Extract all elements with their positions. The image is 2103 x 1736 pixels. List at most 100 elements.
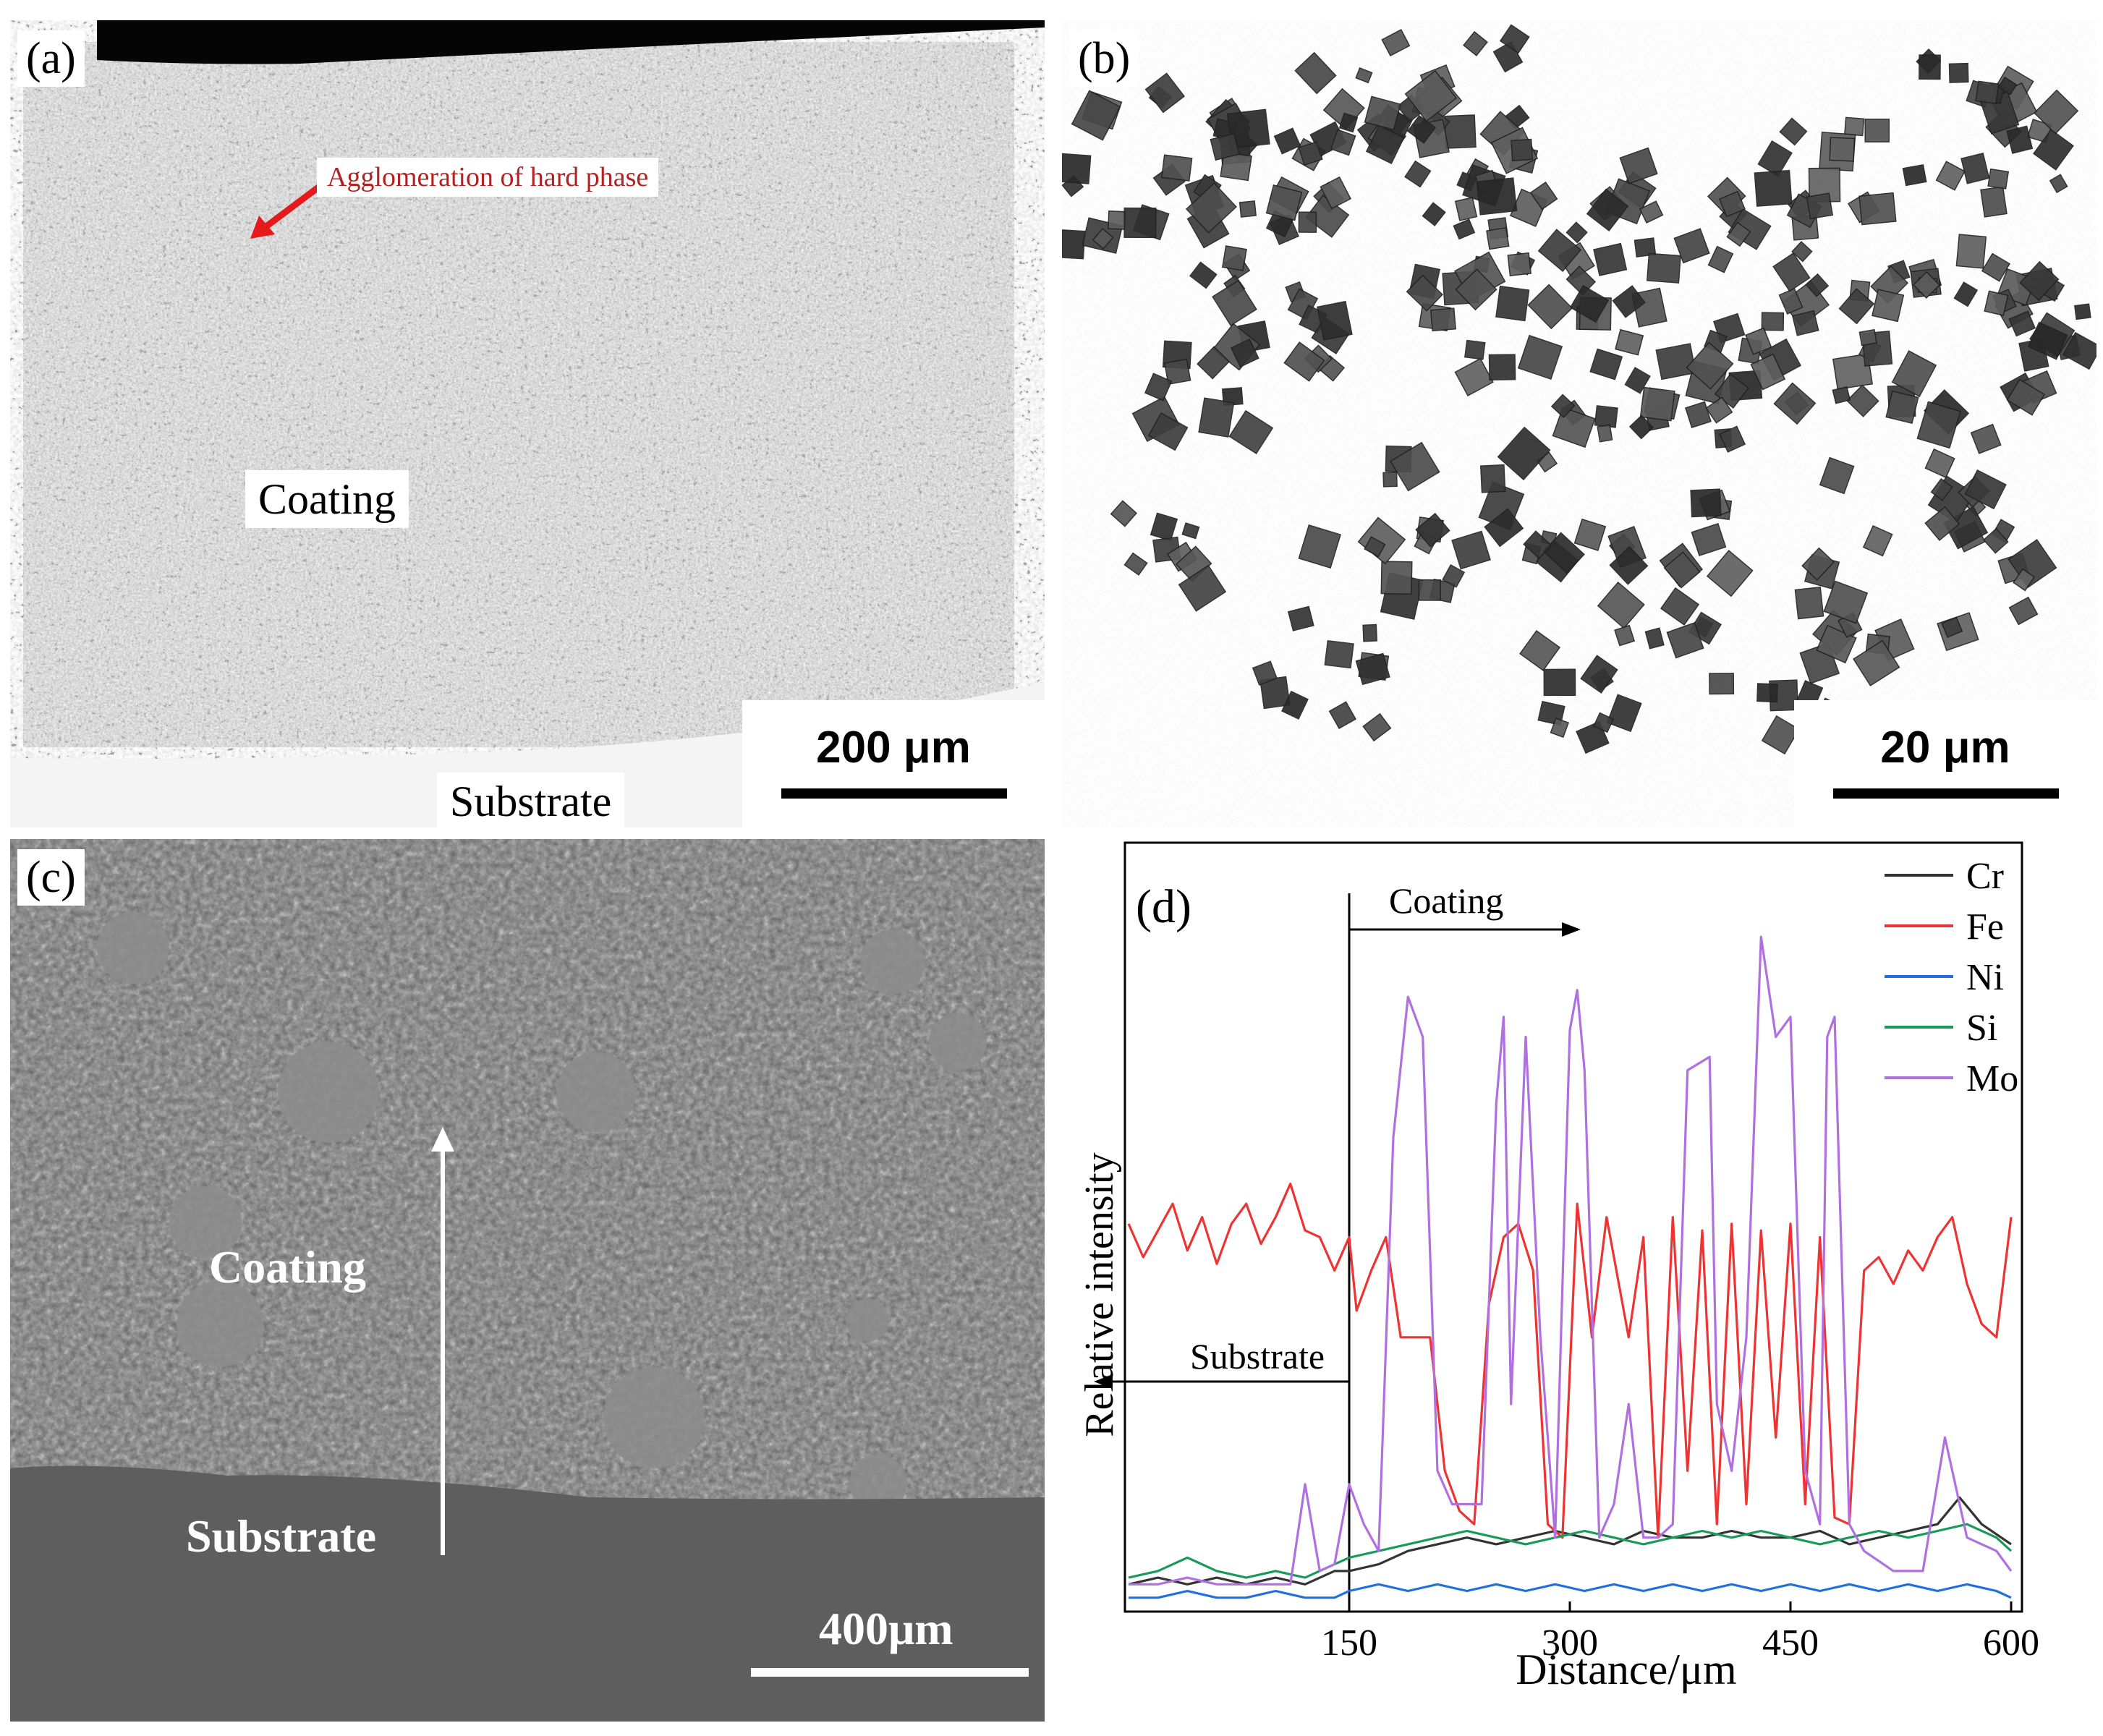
carbide-crystal	[1902, 163, 1927, 187]
carbide-crystal	[1418, 579, 1441, 601]
carbide-crystal	[1819, 456, 1855, 495]
hard-phase-agglomerate	[126, 599, 169, 642]
carbide-crystal	[1705, 396, 1733, 424]
carbide-crystal	[1565, 221, 1588, 244]
carbide-crystal	[1719, 425, 1746, 453]
hard-phase-agglomerate-c	[97, 911, 169, 984]
carbide-crystal	[1791, 241, 1813, 263]
substrate-label-c: Substrate	[186, 1510, 377, 1562]
carbide-crystal	[2033, 129, 2074, 171]
carbide-crystal	[1663, 551, 1701, 589]
carbide-crystal	[1707, 245, 1734, 273]
growth-direction-arrowhead	[431, 1127, 454, 1152]
carbide-crystal	[1221, 245, 1247, 271]
axes: 150 300 450 600	[1321, 1601, 2039, 1664]
carbide-crystal	[1092, 228, 1114, 250]
carbide-crystal	[1451, 530, 1491, 570]
hard-phase-agglomerate-c	[278, 1042, 379, 1143]
carbide-crystal	[1686, 341, 1734, 390]
carbide-crystal	[1362, 712, 1392, 742]
carbide-crystal	[1230, 338, 1259, 368]
hard-phase-agglomerate-c	[860, 929, 925, 995]
carbide-crystal	[1666, 622, 1704, 659]
carbide-crystal	[1997, 76, 2018, 95]
carbide-crystal	[1298, 524, 1341, 569]
carbide-crystal	[1761, 312, 1785, 331]
carbide-crystal	[1287, 605, 1314, 631]
scale-bar-label-a: 200 μm	[816, 723, 971, 773]
carbide-crystal	[1317, 300, 1353, 341]
x-tick-label: 150	[1321, 1622, 1377, 1664]
carbide-crystal	[1495, 285, 1530, 322]
panel-label-b: (b)	[1069, 30, 1139, 87]
x-axis-label: Distance/μm	[1516, 1646, 1736, 1693]
carbide-crystal	[2074, 303, 2091, 320]
hard-phase-agglomerates	[23, 42, 1014, 747]
carbide-crystal	[1364, 536, 1386, 558]
carbide-crystal	[2049, 174, 2068, 194]
carbide-crystal	[1252, 660, 1278, 686]
series-line-si	[1128, 1523, 2013, 1579]
carbide-crystal	[1415, 512, 1450, 548]
carbide-crystal	[1527, 284, 1573, 330]
scale-bar-c	[751, 1668, 1029, 1677]
carbide-crystal	[1197, 346, 1231, 380]
hard-phase-agglomerate-c	[849, 1454, 907, 1499]
carbide-crystal	[2006, 125, 2034, 154]
hard-phase-agglomerate-c	[556, 1052, 636, 1132]
carbide-crystal	[1805, 273, 1830, 297]
carbide-crystal	[1212, 279, 1257, 327]
hard-phase-agglomerate-c	[169, 1186, 242, 1259]
carbide-crystal	[1123, 207, 1157, 239]
carbide-crystal	[1806, 192, 1834, 220]
carbide-crystal	[2006, 378, 2046, 416]
carbide-crystal	[1930, 477, 1953, 501]
hard-phase-agglomerate	[61, 107, 162, 208]
carbide-crystal	[1983, 527, 2009, 554]
carbide-crystal	[1239, 200, 1257, 218]
optical-micrograph-b	[1062, 20, 2096, 827]
carbide-crystal	[1163, 358, 1191, 386]
micrograph-panel-c: (c) Coating Substrate 400μm	[10, 839, 1045, 1722]
carbide-crystal	[1673, 228, 1710, 264]
carbide-crystal	[1756, 683, 1778, 703]
line-scan-chart-panel: 150 300 450 600 Cr Fe Ni Si Mo (d) Coating Subs…	[1056, 832, 2098, 1736]
carbide-crystal	[1761, 715, 1800, 755]
hard-phase-agglomerate	[959, 593, 1014, 648]
carbide-crystal	[1913, 271, 1941, 299]
carbide-crystal	[1537, 229, 1582, 273]
carbide-crystal	[1924, 448, 1955, 479]
micrograph-panel-b: (b) 20 μm	[1062, 20, 2096, 827]
hard-phase-agglomerate	[164, 290, 225, 351]
panel-label-a: (a)	[17, 30, 85, 87]
coating-label-a: Coating	[245, 470, 409, 528]
carbide-crystal	[1593, 712, 1615, 733]
carbide-crystal	[1362, 624, 1378, 642]
hard-phase-agglomerate	[582, 111, 611, 140]
carbide-crystal	[1829, 137, 1856, 162]
hard-phase-agglomerate-c	[846, 1298, 889, 1342]
carbide-crystal	[1281, 690, 1309, 720]
carbide-crystal	[1690, 488, 1722, 518]
hard-phase-agglomerate	[828, 179, 871, 223]
carbide-crystal	[1706, 550, 1754, 597]
carbide-crystal	[1853, 639, 1900, 686]
carbide-crystal	[1210, 132, 1240, 161]
legend-label-fe: Fe	[1966, 906, 2004, 948]
plot-frame	[1123, 841, 2023, 1613]
carbide-crystal	[1429, 307, 1456, 332]
carbide-crystal	[1147, 412, 1189, 451]
carbide-crystal	[1614, 624, 1636, 647]
carbide-crystal	[1970, 423, 2002, 454]
hard-phase-agglomerate	[23, 431, 55, 463]
hard-phase-agglomerate	[906, 645, 959, 697]
carbide-crystal	[1619, 147, 1658, 184]
hard-phase-agglomerate	[505, 566, 557, 618]
carbide-crystal	[1484, 508, 1524, 548]
carbide-crystal	[1273, 127, 1301, 155]
carbide-crystal	[1283, 341, 1325, 382]
scale-bar-box-a: 200 μm	[742, 700, 1045, 827]
carbide-crystal	[1324, 639, 1354, 669]
carbide-crystal	[1422, 202, 1446, 226]
carbide-crystal	[1935, 161, 1966, 191]
